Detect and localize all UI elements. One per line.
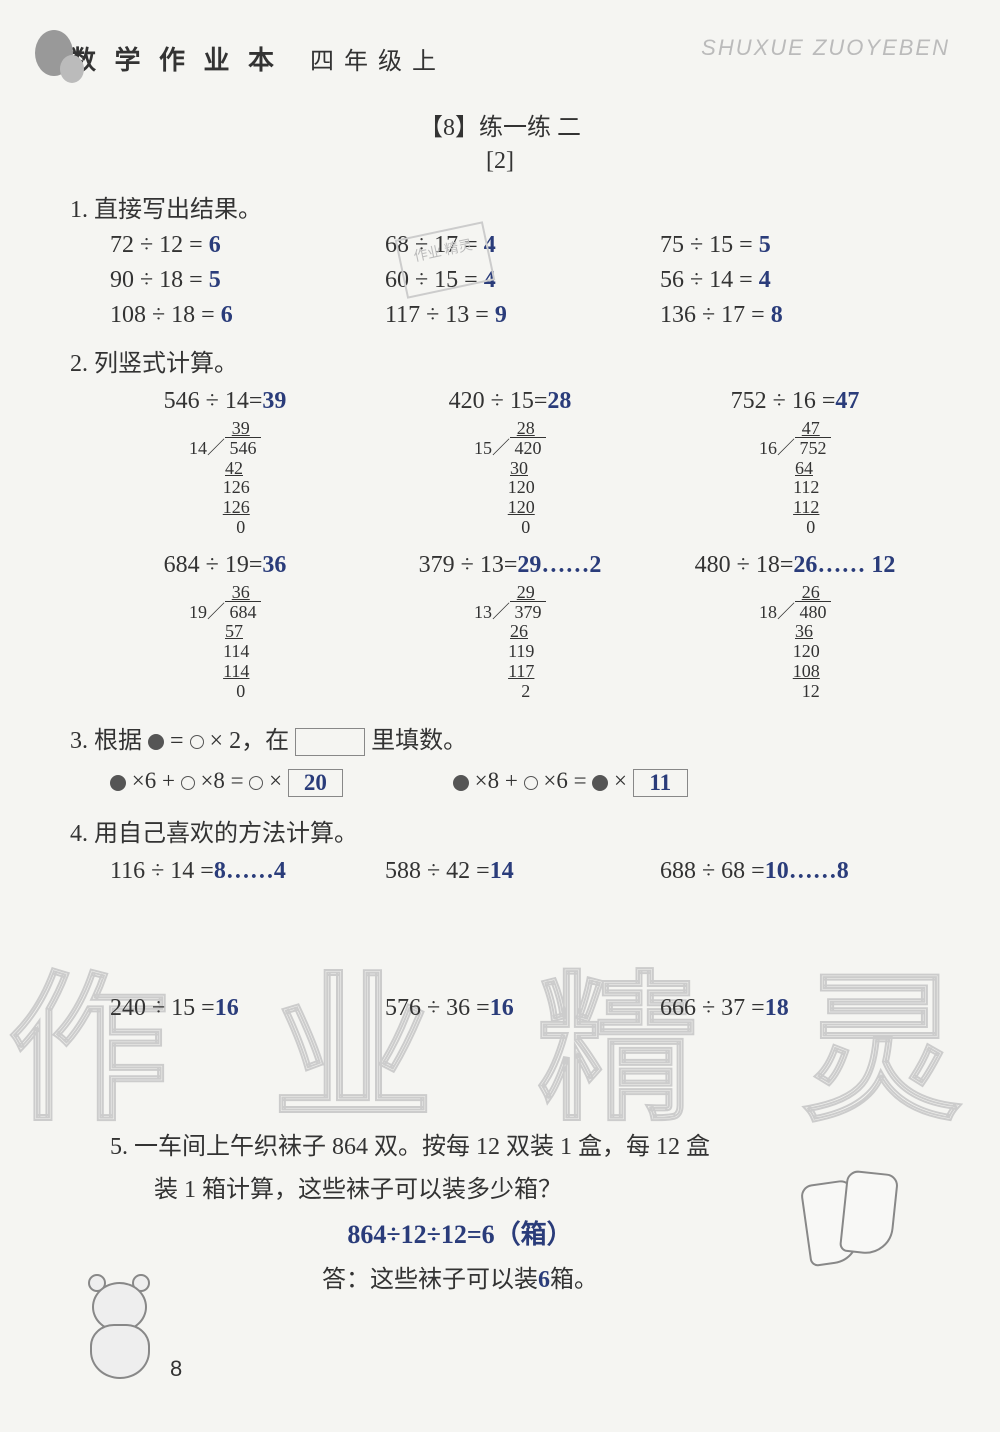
q5-equation: 864÷12÷12=6（箱） [110,1212,810,1259]
q1-expr: 72 ÷ 12 = [110,232,203,258]
q3-eq-text: ×6 + [126,768,181,793]
q4-expr: 688 ÷ 68 = [660,858,765,884]
page-number: 8 [170,1356,182,1382]
open-circle-icon [524,776,538,790]
long-division-cell: 684 ÷ 19=36 36 19／ 684 57 114 114 0 [95,552,355,702]
open-circle-icon [190,735,204,749]
q1-expr: 90 ÷ 18 = [110,267,203,293]
ld-title: 546 ÷ 14=39 [95,388,355,415]
q4-ans: 18 [765,995,789,1021]
q5-line2: 装 1 箱计算，这些袜子可以装多少箱？ [154,1169,810,1212]
grade-label: 四 年 级 上 [310,41,438,76]
filled-circle-icon [453,775,469,791]
q1-ans: 6 [209,232,221,258]
ld-work: 36 19／ 684 57 114 114 0 [95,583,355,702]
q4-row: 116 ÷ 14 =8……4 588 ÷ 42 =14 688 ÷ 68 =10… [110,858,910,885]
q1-expr: 136 ÷ 17 = [660,302,765,328]
pinyin-title: SHUXUE ZUOYEBEN [701,35,950,61]
q4-ans: 16 [490,995,514,1021]
page-content: 数 学 作 业 本 四 年 级 上 SHUXUE ZUOYEBEN 【8】练一练… [70,40,930,1022]
q1-expr: 108 ÷ 18 = [110,302,215,328]
q4-expr: 240 ÷ 15 = [110,995,215,1021]
q5-ans-val: 6 [538,1267,550,1293]
ld-title: 752 ÷ 16 =47 [665,388,925,415]
q2-row1: 546 ÷ 14=39 39 14／ 546 42 126 126 0420 ÷… [95,388,925,538]
q4-row: 240 ÷ 15 =16 576 ÷ 36 =16 666 ÷ 37 =18 [110,995,910,1022]
q4-ans: 16 [215,995,239,1021]
q1-ans: 4 [759,267,771,293]
q1-ans: 8 [771,302,783,328]
long-division-cell: 752 ÷ 16 =47 47 16／ 752 64 112 112 0 [665,388,925,538]
balloon-icon [25,30,85,110]
q3-eq-text: × [263,768,287,793]
q3-text: 3. 根据 [70,728,142,754]
q3-answer-box: 11 [633,769,688,797]
q3-eq-text: ×8 + [469,768,524,793]
filled-circle-icon [592,775,608,791]
book-title: 数 学 作 业 本 [70,40,280,77]
q3-text: = [170,728,190,754]
q3-eq-text: ×8 = [195,768,250,793]
open-circle-icon [181,776,195,790]
section-subnumber: [2] [70,148,930,175]
ld-work: 29 13／ 379 26 119 117 2 [380,583,640,702]
long-division-cell: 420 ÷ 15=28 28 15／ 420 30 120 120 0 [380,388,640,538]
question-4-label: 4. 用自己喜欢的方法计算。 [70,813,930,848]
q4-ans: 14 [490,858,514,884]
ld-title: 684 ÷ 19=36 [95,552,355,579]
q3-equations: ×6 + ×8 = × 20 ×8 + ×6 = × 11 [110,768,930,797]
question-3-label: 3. 根据 = × 2，在 里填数。 [70,720,930,756]
ld-work: 28 15／ 420 30 120 120 0 [380,419,640,538]
q1-expr: 75 ÷ 15 = [660,232,753,258]
q3-eq-text: ×6 = [538,768,593,793]
ld-title: 379 ÷ 13=29……2 [380,552,640,579]
long-division-cell: 546 ÷ 14=39 39 14／ 546 42 126 126 0 [95,388,355,538]
q3-text: × 2，在 [210,728,290,754]
q4-ans: 8……4 [214,858,286,884]
question-5: 5. 一车间上午织袜子 864 双。按每 12 双装 1 盒，每 12 盒 装 … [110,1126,810,1302]
ld-title: 420 ÷ 15=28 [380,388,640,415]
ld-work: 26 18／ 480 36 120 108 12 [665,583,925,702]
question-1-label: 1. 直接写出结果。 [70,189,930,224]
blank-box [295,728,365,756]
q1-row: 108 ÷ 18 = 6 117 ÷ 13 = 9 136 ÷ 17 = 8 [110,302,910,329]
q5-line1: 5. 一车间上午织袜子 864 双。按每 12 双装 1 盒，每 12 盒 [110,1126,810,1169]
q4-ans: 10……8 [765,858,849,884]
ld-work: 39 14／ 546 42 126 126 0 [95,419,355,538]
filled-circle-icon [110,775,126,791]
open-circle-icon [249,776,263,790]
ld-work: 47 16／ 752 64 112 112 0 [665,419,925,538]
q4-expr: 576 ÷ 36 = [385,995,490,1021]
q1-row: 90 ÷ 18 = 5 60 ÷ 15 = 4 56 ÷ 14 = 4 [110,267,910,294]
q3-eq-text: × [608,768,632,793]
q1-ans: 6 [221,302,233,328]
q1-ans: 9 [495,302,507,328]
q3-answer-box: 20 [288,769,343,797]
socks-icon [795,1172,915,1282]
q2-row2: 684 ÷ 19=36 36 19／ 684 57 114 114 0379 ÷… [95,552,925,702]
header: 数 学 作 业 本 四 年 级 上 SHUXUE ZUOYEBEN [70,40,930,77]
ld-title: 480 ÷ 18=26…… 12 [665,552,925,579]
q4-expr: 116 ÷ 14 = [110,858,214,884]
teddy-bear-icon [70,1262,170,1392]
filled-circle-icon [148,734,164,750]
q5-ans-prefix: 答：这些袜子可以装 [322,1267,538,1293]
q1-expr: 56 ÷ 14 = [660,267,753,293]
q4-expr: 588 ÷ 42 = [385,858,490,884]
q1-ans: 5 [759,232,771,258]
q1-ans: 5 [209,267,221,293]
long-division-cell: 379 ÷ 13=29……2 29 13／ 379 26 119 117 2 [380,552,640,702]
q1-row: 72 ÷ 12 = 6 68 ÷ 17 = 4 75 ÷ 15 = 5 [110,232,910,259]
q3-text: 里填数。 [371,728,467,754]
section-title: 【8】练一练 二 [70,107,930,142]
long-division-cell: 480 ÷ 18=26…… 12 26 18／ 480 36 120 108 1… [665,552,925,702]
q5-answer-line: 答：这些袜子可以装6箱。 [110,1259,810,1302]
q4-expr: 666 ÷ 37 = [660,995,765,1021]
question-2-label: 2. 列竖式计算。 [70,343,930,378]
q5-ans-suffix: 箱。 [550,1267,598,1293]
q1-expr: 117 ÷ 13 = [385,302,489,328]
